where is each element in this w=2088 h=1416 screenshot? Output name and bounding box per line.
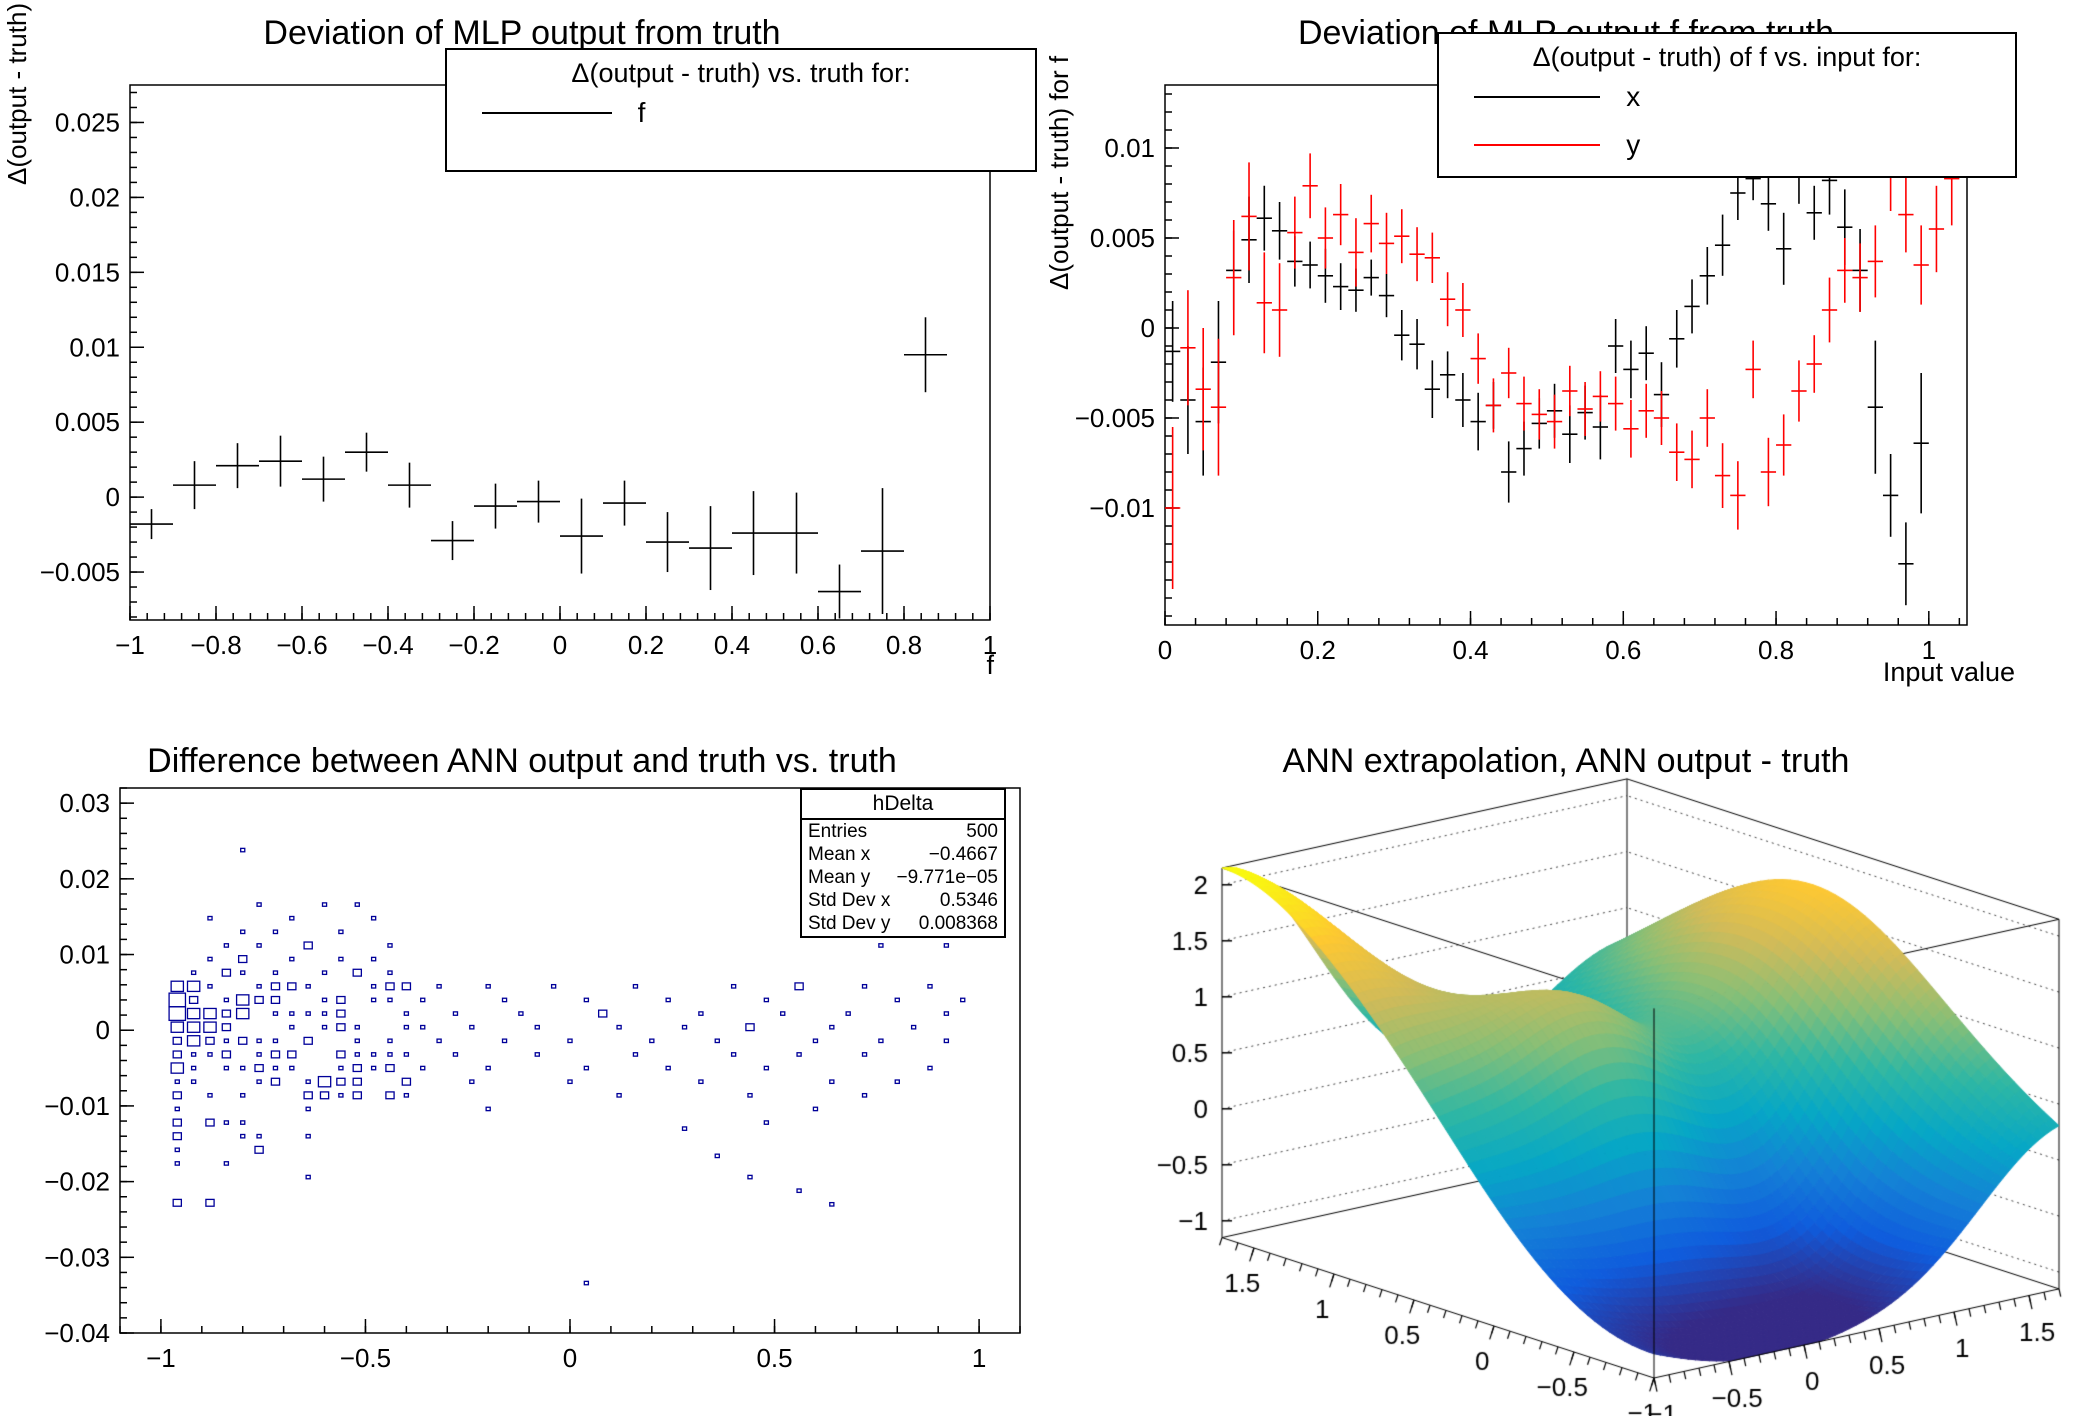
legend-entry-y: y xyxy=(1439,121,2015,169)
svg-text:0.6: 0.6 xyxy=(800,630,836,660)
chart-title-top-left: Deviation of MLP output from truth xyxy=(263,14,781,52)
legend-entry-x: x xyxy=(1439,73,2015,121)
stats-label: Mean y xyxy=(808,867,871,888)
svg-text:0.2: 0.2 xyxy=(1300,635,1336,665)
chart-title-bottom-right: ANN extrapolation, ANN output - truth xyxy=(1282,742,1850,780)
svg-text:0.4: 0.4 xyxy=(714,630,750,660)
legend-top-left: Δ(output - truth) vs. truth for: f xyxy=(445,48,1037,172)
legend-line-f xyxy=(482,112,612,114)
legend-entry-f: f xyxy=(447,89,1035,137)
legend-entry-label-y: y xyxy=(1626,129,1641,160)
plot-area-top-right: 0 0.2 0.4 0.6 0.8 1 −0.01 −0.005 0 0.005 0.01 Δ(out… xyxy=(1044,55,2015,687)
legend-entry-label-x: x xyxy=(1626,81,1641,112)
svg-text:−0.02: −0.02 xyxy=(44,1167,110,1197)
stats-row-mean-x: Mean x −0.4667 xyxy=(802,843,1004,866)
stats-value: 0.008368 xyxy=(918,913,998,934)
svg-text:−0.2: −0.2 xyxy=(448,630,499,660)
svg-text:0.005: 0.005 xyxy=(55,407,120,437)
svg-text:−0.4: −0.4 xyxy=(362,630,413,660)
svg-text:−0.01: −0.01 xyxy=(1089,493,1155,523)
svg-text:Δ(output - truth) for f: Δ(output - truth) for f xyxy=(1044,55,1074,290)
svg-text:0.02: 0.02 xyxy=(69,182,120,212)
svg-text:0.5: 0.5 xyxy=(756,1343,792,1373)
svg-text:0.6: 0.6 xyxy=(1605,635,1641,665)
svg-text:−0.01: −0.01 xyxy=(44,1091,110,1121)
plot-area-top-left: −1 −0.8 −0.6 −0.4 −0.2 0 0.2 0.4 0.6 0.8 1 −0.005 0 0… xyxy=(2,3,997,680)
svg-text:0.025: 0.025 xyxy=(55,107,120,137)
chart-title-bottom-left: Difference between ANN output and truth … xyxy=(147,742,897,780)
svg-text:f: f xyxy=(986,650,994,680)
svg-text:0.015: 0.015 xyxy=(55,257,120,287)
svg-text:0.8: 0.8 xyxy=(1758,635,1794,665)
svg-text:−0.03: −0.03 xyxy=(44,1242,110,1272)
stats-label: Std Dev y xyxy=(808,913,891,934)
plot-area-bottom-left: −1 −0.5 0 0.5 1 −0.04 −0.03 −0.02 −0.01 0 0.01 0.02… xyxy=(44,787,1021,1373)
svg-text:0.01: 0.01 xyxy=(1104,133,1155,163)
legend-line-x xyxy=(1473,96,1601,98)
stats-row-stddev-x: Std Dev x 0.5346 xyxy=(802,889,1004,912)
svg-text:0.4: 0.4 xyxy=(1452,635,1488,665)
svg-text:0.8: 0.8 xyxy=(886,630,922,660)
legend-line-y xyxy=(1473,144,1601,146)
svg-text:0.005: 0.005 xyxy=(1090,223,1155,253)
svg-text:−0.04: −0.04 xyxy=(44,1318,110,1348)
svg-text:−1: −1 xyxy=(146,1343,176,1373)
svg-text:0.02: 0.02 xyxy=(59,864,110,894)
svg-text:0: 0 xyxy=(96,1015,110,1045)
stats-value: −0.4667 xyxy=(928,844,998,865)
svg-text:0: 0 xyxy=(1158,635,1172,665)
svg-text:0: 0 xyxy=(563,1343,577,1373)
stats-label: Std Dev x xyxy=(808,890,891,911)
svg-text:−0.5: −0.5 xyxy=(340,1343,391,1373)
svg-text:0.03: 0.03 xyxy=(59,788,110,818)
pad-top-right: 0 0.2 0.4 0.6 0.8 1 −0.01 −0.005 0 0.005 0.01 Δ(out… xyxy=(1044,0,2088,708)
legend-header-top-right: Δ(output - truth) of f vs. input for: xyxy=(1532,42,1922,72)
stats-label: Mean x xyxy=(808,844,871,865)
svg-text:−0.005: −0.005 xyxy=(1075,403,1155,433)
svg-text:Input value: Input value xyxy=(1883,657,2015,687)
svg-text:0.01: 0.01 xyxy=(59,940,110,970)
legend-header-top-left: Δ(output - truth) vs. truth for: xyxy=(571,58,911,88)
svg-text:0: 0 xyxy=(553,630,567,660)
svg-text:1: 1 xyxy=(1922,635,1936,665)
pad-bottom-right: ANN extrapolation, ANN output - truth xyxy=(1044,708,2088,1416)
stats-row-stddev-y: Std Dev y 0.008368 xyxy=(802,912,1004,935)
svg-text:−0.8: −0.8 xyxy=(190,630,241,660)
stats-value: 500 xyxy=(966,821,998,842)
svg-text:0: 0 xyxy=(1141,313,1155,343)
stats-row-mean-y: Mean y −9.771e−05 xyxy=(802,866,1004,889)
stats-value: 0.5346 xyxy=(939,890,998,911)
stats-box: hDelta Entries 500 Mean x −0.4667 Mean y… xyxy=(800,788,1006,938)
legend-entry-label-f: f xyxy=(637,97,646,128)
stats-row-entries: Entries 500 xyxy=(802,820,1004,843)
svg-text:0.2: 0.2 xyxy=(628,630,664,660)
svg-text:−1: −1 xyxy=(115,630,145,660)
svg-text:Δ(output - truth): Δ(output - truth) xyxy=(2,3,32,185)
svg-text:1: 1 xyxy=(983,630,997,660)
svg-text:−0.005: −0.005 xyxy=(40,557,120,587)
svg-text:1: 1 xyxy=(972,1343,986,1373)
pad-top-left: −1 −0.8 −0.6 −0.4 −0.2 0 0.2 0.4 0.6 0.8 1 −0.005 0 0… xyxy=(0,0,1044,708)
svg-text:−0.6: −0.6 xyxy=(276,630,327,660)
legend-top-right: Δ(output - truth) of f vs. input for: x … xyxy=(1437,32,2017,178)
svg-text:0: 0 xyxy=(106,482,120,512)
svg-text:0.01: 0.01 xyxy=(69,332,120,362)
pad-bottom-left: −1 −0.5 0 0.5 1 −0.04 −0.03 −0.02 −0.01 0 0.01 0.02… xyxy=(0,708,1044,1416)
stats-value: −9.771e−05 xyxy=(896,867,998,888)
stats-title: hDelta xyxy=(802,790,1004,820)
stats-label: Entries xyxy=(808,821,868,842)
plot-area-surface3d xyxy=(1044,708,2088,1416)
